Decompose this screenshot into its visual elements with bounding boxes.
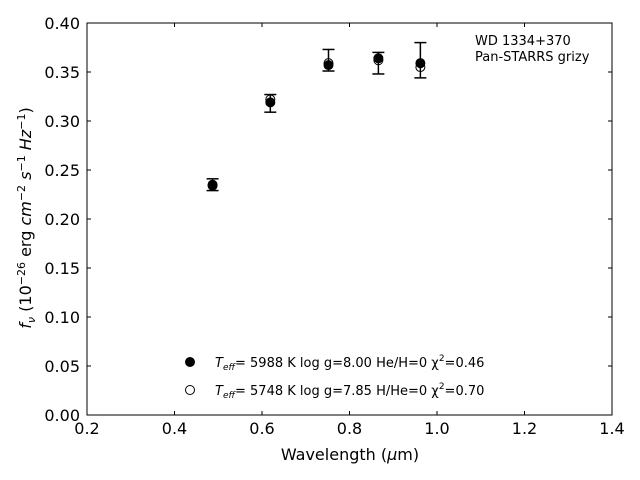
y-tick-label: 0.25 bbox=[44, 161, 80, 180]
y-tick-label: 0.30 bbox=[44, 112, 80, 131]
point-filled bbox=[207, 179, 218, 190]
legend-label-filled: Teff= 5988 K log g=8.00 He/H=0 χ2=0.46 bbox=[215, 354, 484, 373]
point-filled bbox=[265, 97, 276, 108]
x-tick-label: 1.0 bbox=[424, 419, 449, 438]
x-tick-label: 0.4 bbox=[162, 419, 187, 438]
plot-frame bbox=[86, 22, 613, 416]
x-tick-label: 0.6 bbox=[249, 419, 274, 438]
tick-labels: 0.2 0.4 0.6 0.8 1.0 1.2 1.4 0.00 0.05 0.10 0.15 0.2… bbox=[44, 14, 624, 438]
y-tick-label: 0.15 bbox=[44, 259, 80, 278]
legend: Teff= 5988 K log g=8.00 He/H=0 χ2=0.46 T… bbox=[185, 354, 484, 401]
point-filled bbox=[373, 53, 384, 64]
point-filled bbox=[415, 58, 426, 69]
point-filled bbox=[323, 60, 334, 71]
legend-marker-open bbox=[185, 385, 195, 395]
x-tick-label: 1.4 bbox=[599, 419, 624, 438]
data-points bbox=[207, 53, 426, 191]
y-tick-label: 0.20 bbox=[44, 210, 80, 229]
legend-marker-filled bbox=[185, 357, 195, 367]
x-axis-label: Wavelength (μm) bbox=[281, 445, 419, 464]
y-tick-label: 0.35 bbox=[44, 63, 80, 82]
x-tick-label: 0.2 bbox=[74, 419, 99, 438]
y-axis-label: fν (10−26 erg cm−2 s−1 Hz−1) bbox=[15, 107, 38, 328]
y-tick-label: 0.05 bbox=[44, 357, 80, 376]
y-tick-label: 0.40 bbox=[44, 14, 80, 33]
errorbars bbox=[206, 41, 427, 192]
legend-label-open: Teff= 5748 K log g=7.85 H/He=0 χ2=0.70 bbox=[215, 382, 484, 401]
x-tick-label: 0.8 bbox=[337, 419, 362, 438]
x-tick-label: 1.2 bbox=[512, 419, 537, 438]
annotation-survey: Pan-STARRS grizy bbox=[475, 50, 590, 65]
annotation-object: WD 1334+370 bbox=[475, 34, 571, 49]
y-tick-label: 0.10 bbox=[44, 308, 80, 327]
y-tick-label: 0.00 bbox=[44, 406, 80, 425]
